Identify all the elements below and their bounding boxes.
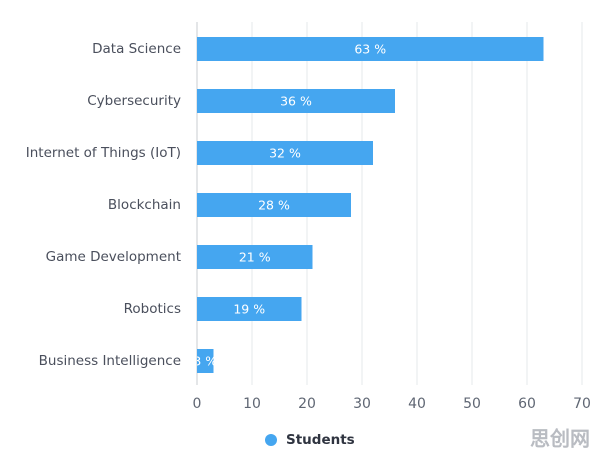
value-label: 32 % [269, 146, 301, 161]
y-tick-label: Cybersecurity [87, 93, 181, 109]
bar [197, 89, 395, 113]
bar [197, 37, 544, 61]
x-tick-label: 20 [298, 396, 316, 412]
y-tick-label: Internet of Things (IoT) [26, 145, 181, 161]
bar [197, 297, 302, 321]
value-label: 63 % [354, 42, 386, 57]
bar [197, 141, 373, 165]
bar [197, 245, 313, 269]
value-label: 21 % [239, 250, 271, 265]
value-label: 19 % [233, 302, 265, 317]
value-label: 36 % [280, 94, 312, 109]
value-label: 3 % [193, 354, 217, 369]
y-tick-label: Game Development [46, 249, 181, 265]
watermark: 思创网 [530, 427, 590, 451]
value-label: 28 % [258, 198, 290, 213]
y-tick-label: Business Intelligence [39, 353, 181, 369]
y-tick-label: Data Science [92, 41, 181, 57]
x-tick-label: 70 [573, 396, 591, 412]
x-tick-label: 50 [463, 396, 481, 412]
legend-marker [265, 434, 277, 446]
x-tick-label: 10 [243, 396, 261, 412]
bar [197, 193, 351, 217]
y-tick-label: Robotics [124, 301, 181, 317]
bar [197, 349, 214, 373]
x-tick-label: 0 [193, 396, 202, 412]
x-tick-label: 30 [353, 396, 371, 412]
legend-label: Students [286, 432, 355, 448]
x-tick-label: 40 [408, 396, 426, 412]
x-tick-label: 60 [518, 396, 536, 412]
y-tick-label: Blockchain [108, 197, 181, 213]
